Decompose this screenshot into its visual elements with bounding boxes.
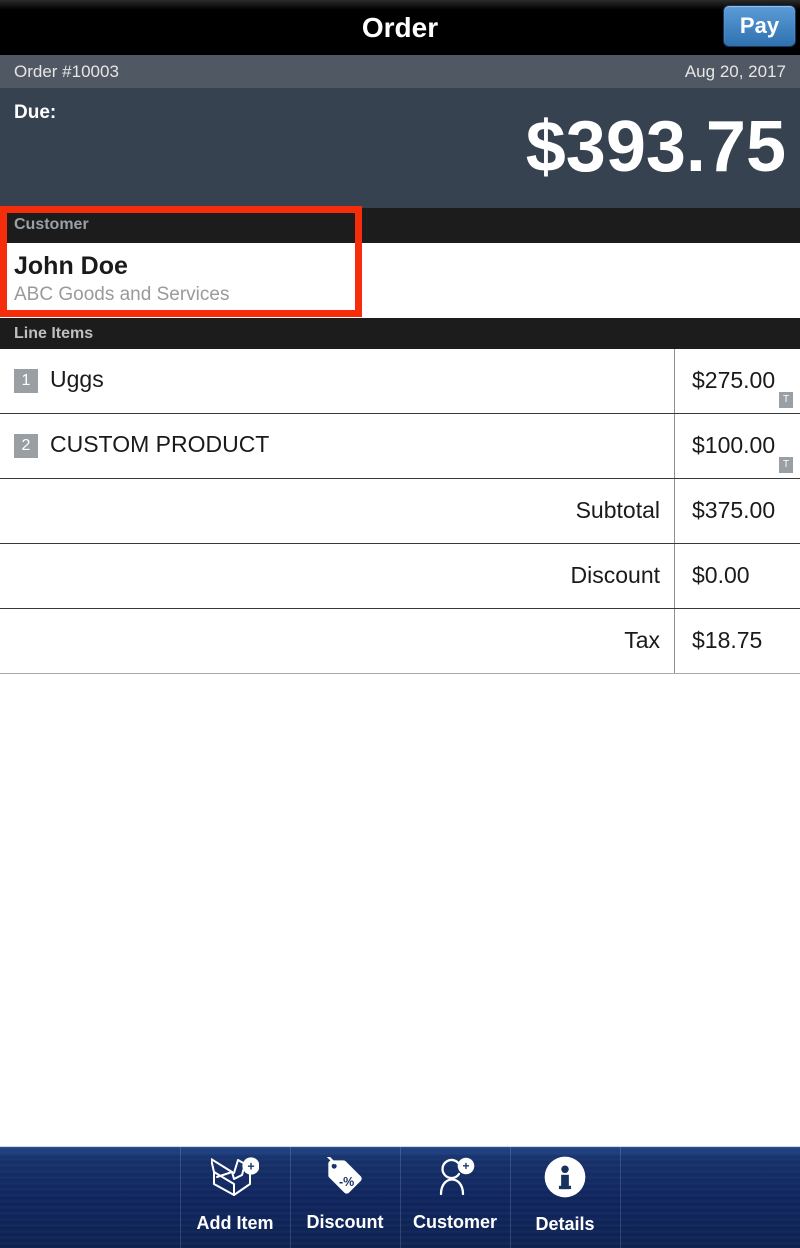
svg-text:+: + — [462, 1159, 469, 1173]
svg-text:-%: -% — [339, 1175, 354, 1189]
svg-text:+: + — [247, 1159, 254, 1173]
